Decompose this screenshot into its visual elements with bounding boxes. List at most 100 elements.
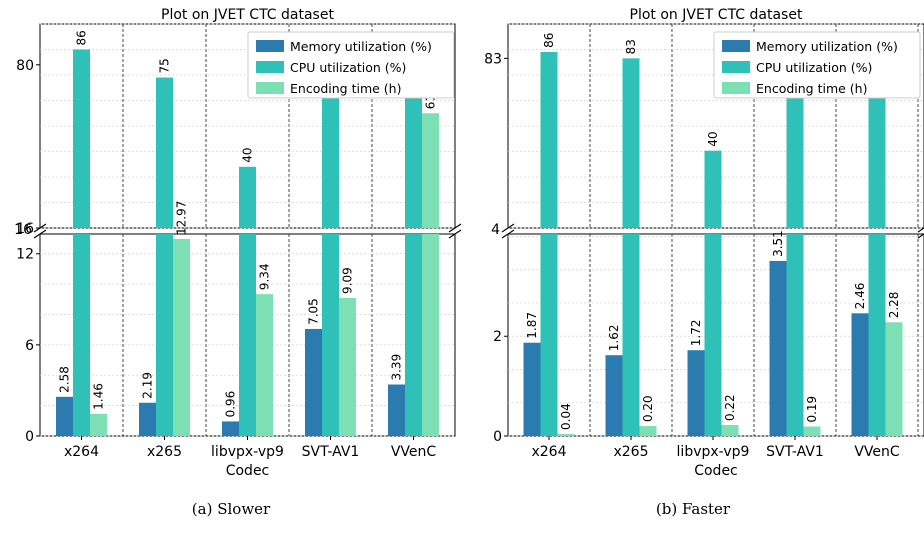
bar-cpu [322,234,339,436]
x-tick-label: x265 [613,444,648,460]
bar-encoding [885,322,903,436]
data-label: 9.09 [341,267,355,294]
axis-break-mark [448,229,462,239]
bar-encoding [639,426,657,436]
chart-title: Plot on JVET CTC dataset [161,7,334,23]
x-tick-label: x264 [64,444,99,460]
data-label: 7.05 [307,298,321,325]
bar-memory [305,328,322,436]
bar-encoding [422,113,439,228]
chart-title: Plot on JVET CTC dataset [630,7,803,23]
bar-cpu [704,234,722,436]
legend-label: Memory utilization (%) [756,39,898,54]
data-label: 0.96 [224,391,238,418]
legend-swatch [256,40,284,52]
axis-break-mark [501,229,515,239]
legend-label: CPU utilization (%) [756,60,872,75]
axis-break-mark [501,223,515,233]
bar-encoding [173,239,190,436]
axis-break-mark [917,233,924,239]
x-tick-label: x265 [147,444,182,460]
legend-label: Encoding time (h) [756,81,867,96]
caption-slower: (a) Slower [191,500,271,518]
data-label: 0.22 [723,394,737,421]
data-label: 75 [158,58,172,73]
data-label: 0.20 [641,395,655,422]
chart-panel-slower: Plot on JVET CTC dataset 0 6 12 16 80 16 2.58 86… [0,0,462,529]
bar-encoding [256,294,273,436]
bar-cpu [405,234,422,436]
x-tick-label: SVT-AV1 [302,444,360,460]
data-label: 3.51 [771,230,785,257]
bar-encoding [557,434,575,436]
axis-break-label: 16 [14,222,32,238]
bar-encoding [90,413,107,436]
bar-cpu [540,234,558,436]
data-label: 0.19 [805,396,819,423]
bar-memory [139,402,156,436]
bar-memory [769,260,787,436]
data-label: 3.39 [390,354,404,381]
y-tick-label: 80 [16,58,34,74]
data-label: 86 [542,33,556,48]
data-label: 2.46 [853,283,867,310]
legend-label: Memory utilization (%) [290,39,432,54]
bar-cpu [73,234,90,436]
bar-memory [388,384,405,436]
x-axis-label: Codec [226,463,270,479]
y-tick-label: 12 [16,247,34,263]
bar-cpu [405,87,422,228]
bar-memory [605,355,623,436]
x-tick-label: libvpx-vp9 [677,444,750,460]
legend-label: Encoding time (h) [290,81,401,96]
legend-box [247,31,455,99]
data-label: 40 [706,131,720,146]
x-tick-label: VVenC [391,444,437,460]
legend-swatch [256,61,284,73]
data-label: 12.97 [175,201,189,235]
bar-cpu [868,234,886,436]
chart-panel-faster: Plot on JVET CTC dataset 0 2 83 4 1.87 86 0.04 x… [462,0,924,529]
y-tick-label: 0 [25,429,34,445]
data-label: 9.34 [258,263,272,290]
legend-swatch [256,82,284,94]
bar-cpu [704,150,722,228]
bar-cpu [540,51,558,229]
bar-memory [523,342,541,436]
data-label: 1.87 [525,312,539,339]
legend-box [713,31,921,99]
bar-cpu [786,234,804,436]
bar-memory [851,313,869,436]
bar-cpu [239,166,256,228]
caption-faster: (b) Faster [655,500,731,518]
bar-memory [56,396,73,436]
bar-encoding [803,426,821,436]
data-label: 40 [241,148,255,163]
y-tick-label: 16 [16,221,34,237]
axis-break-mark [33,223,47,233]
y-tick-label: 83 [484,51,502,67]
data-label: 2.19 [141,372,155,399]
axis-break-mark [448,223,462,233]
legend-label: CPU utilization (%) [290,60,406,75]
axis-break-label: 4 [491,222,500,238]
data-label: 2.58 [58,366,72,393]
y-tick-label: 0 [493,429,502,445]
bar-memory [687,350,705,436]
bar-cpu [622,234,640,436]
x-tick-label: libvpx-vp9 [211,444,284,460]
bar-encoding [339,297,356,436]
bar-cpu [156,77,173,228]
data-label: 1.46 [92,383,106,410]
x-tick-label: x264 [531,444,566,460]
y-tick-label: 6 [25,338,34,354]
data-label: 1.62 [607,324,621,351]
bar-encoding [422,234,439,436]
bar-cpu [868,84,886,228]
data-label: 0.04 [559,403,573,430]
data-label: 86 [75,30,89,45]
x-axis-label: Codec [694,463,738,479]
bar-cpu [239,234,256,436]
bar-cpu [622,58,640,228]
bar-encoding [721,425,739,436]
